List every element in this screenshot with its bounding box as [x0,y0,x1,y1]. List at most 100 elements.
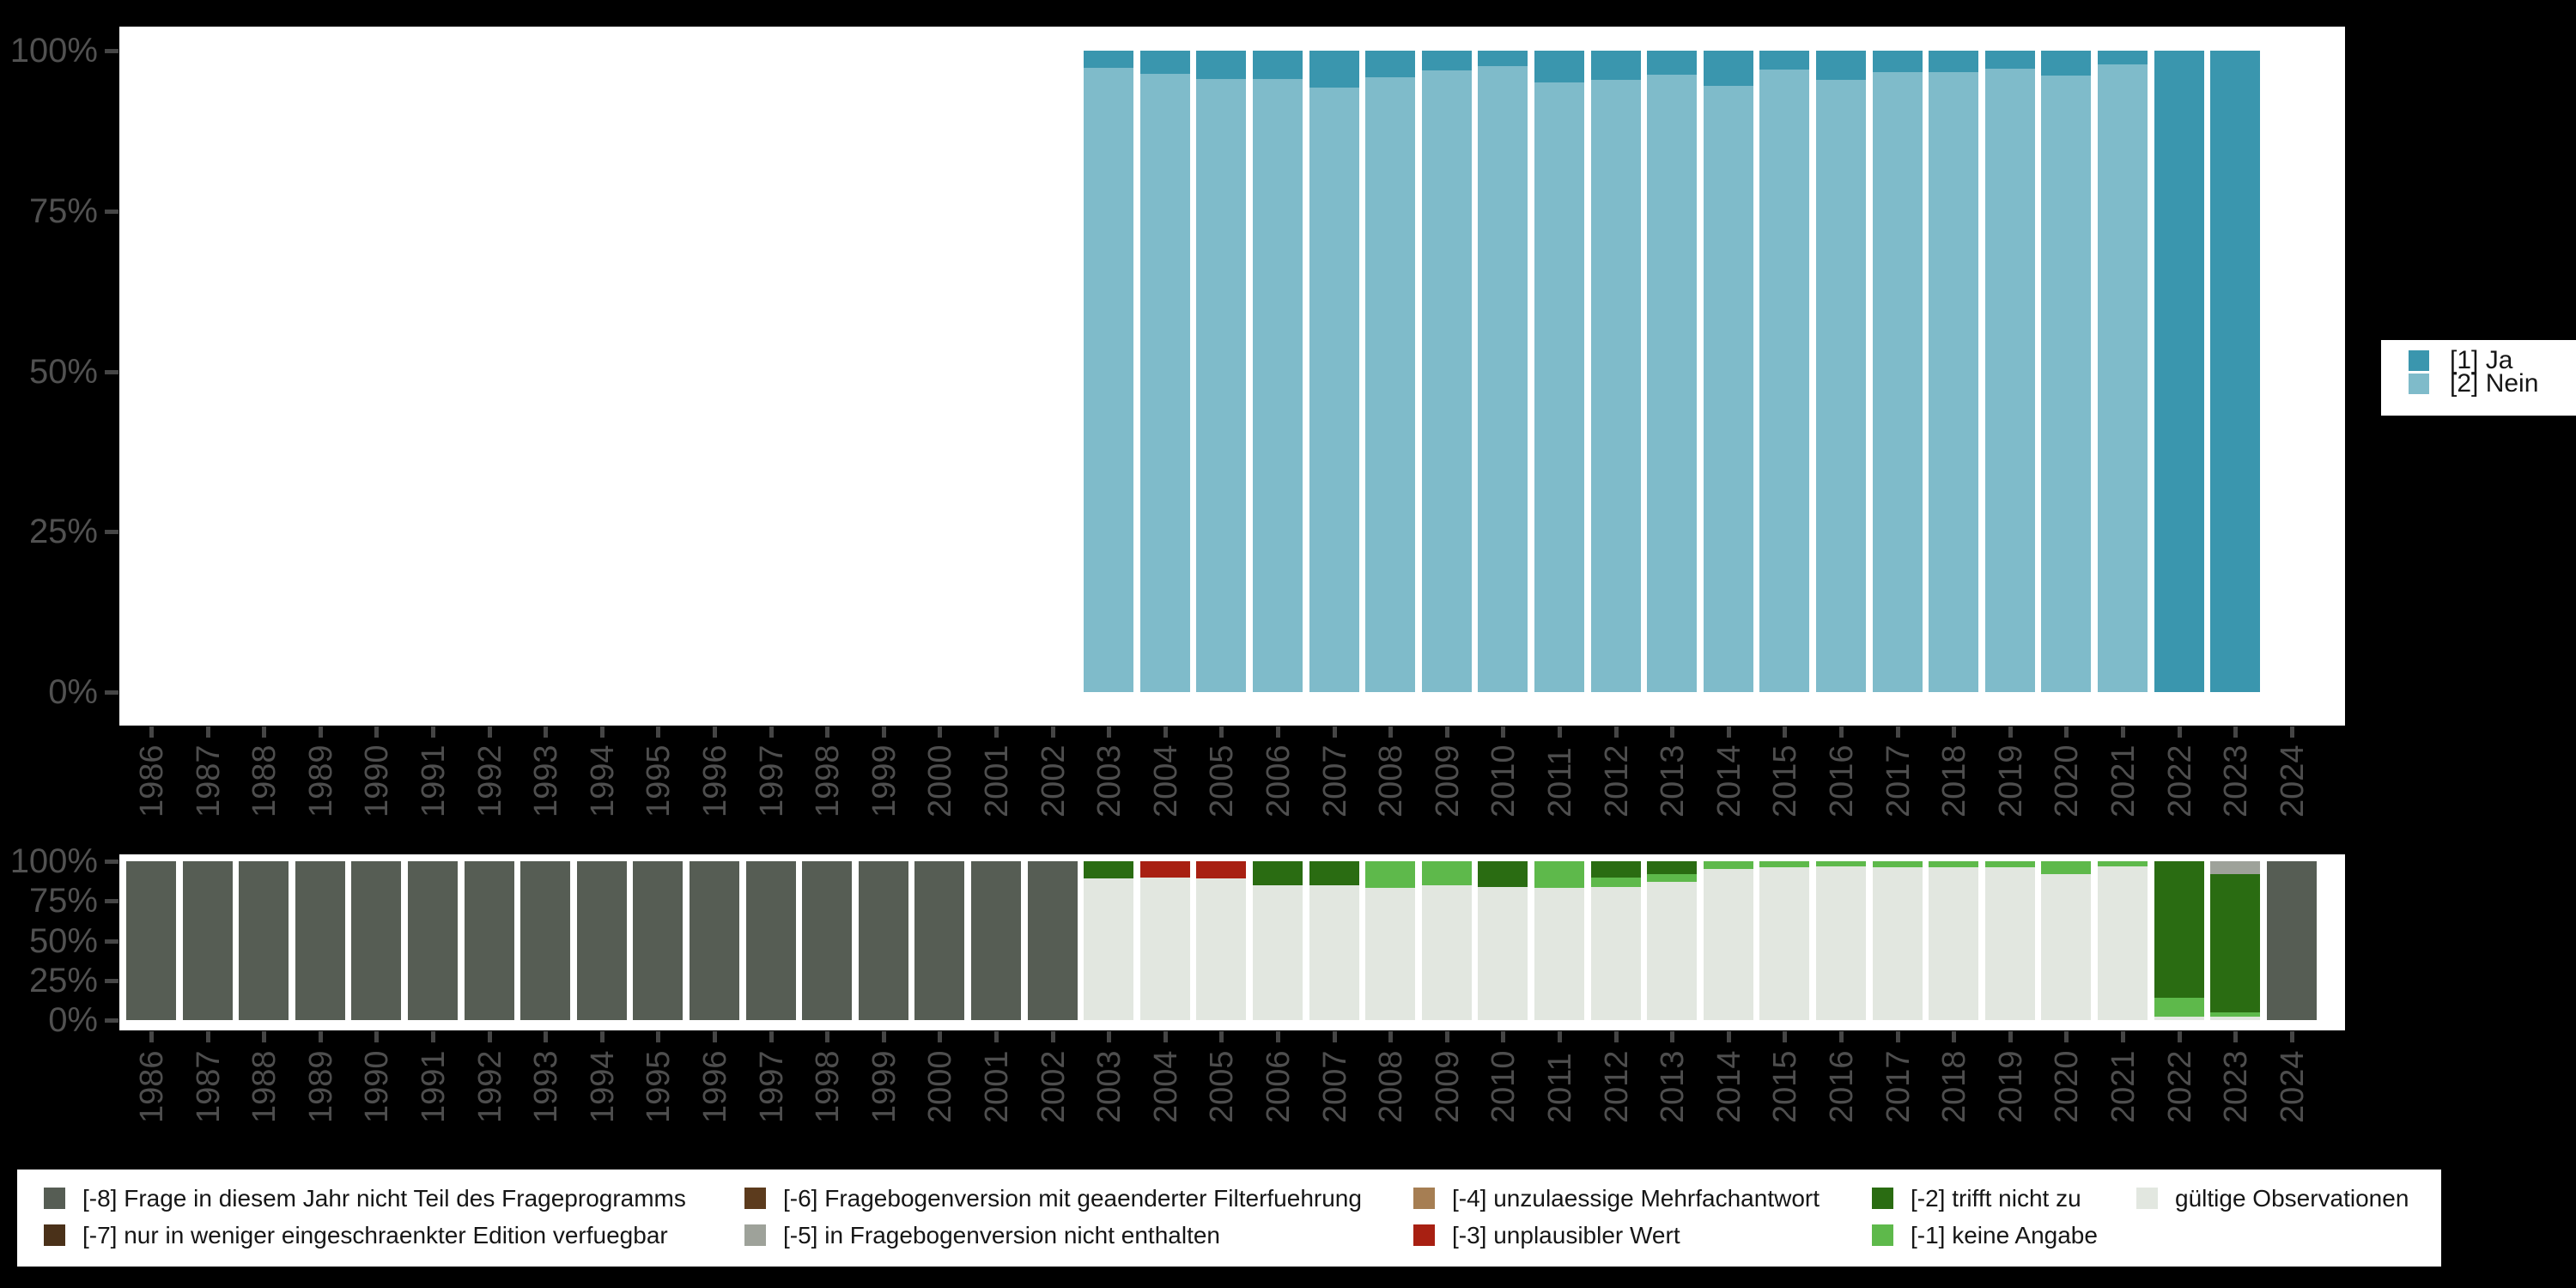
bar-segment [914,861,965,1020]
x-tick [881,726,886,738]
bar-2011 [1534,51,1584,692]
bar-2019 [1984,861,2035,1020]
bar-segment [2210,1017,2261,1020]
bar-2014 [1703,51,1753,692]
x-tick [2121,1031,2125,1042]
x-tick-label-2014: 2014 [1710,744,1747,817]
x-tick [374,726,380,738]
x-tick [1332,726,1337,738]
bar-2014 [1703,861,1753,1020]
legend-label: gültige Observationen [2175,1184,2409,1212]
y-tick-label: 50% [28,352,98,391]
bar-segment [1365,888,1416,1020]
x-tick-label-2019: 2019 [1992,744,2029,817]
bar-2013 [1647,51,1698,692]
x-tick-label-2003: 2003 [1091,1050,1128,1123]
top-legend: [1] Ja [2] Nein [2381,340,2576,416]
bar-segment [1365,51,1416,77]
legend-item: [-6] Fragebogenversion mit geaenderter F… [744,1185,1362,1212]
bar-segment [351,861,402,1020]
bar-1994 [576,861,627,1020]
bar-segment [1759,867,1810,1020]
bar-2007 [1309,861,1359,1020]
legend-item: [-1] keine Angabe [1872,1222,2098,1249]
x-tick-label-1987: 1987 [190,744,227,817]
x-tick [656,1031,661,1042]
x-tick-label-2019: 2019 [1992,1050,2029,1123]
x-tick-label-2008: 2008 [1373,1050,1410,1123]
x-tick [1558,726,1562,738]
x-tick [599,1031,605,1042]
x-tick [1163,1031,1168,1042]
bar-2017 [1872,51,1923,692]
bar-2019 [1984,51,2035,692]
bar-segment [1139,861,1190,878]
legend-label: [-5] in Fragebogenversion nicht enthalte… [783,1221,1220,1249]
x-tick-label-2007: 2007 [1316,744,1353,817]
x-tick-label-2016: 2016 [1824,744,1860,817]
y-tick-label: 100% [9,32,98,70]
bar-2006 [1253,861,1303,1020]
x-tick-label-1988: 1988 [246,1050,283,1123]
bar-segment [1872,861,1923,868]
bar-2012 [1590,51,1641,692]
bar-1993 [520,861,571,1020]
x-tick [1388,1031,1394,1042]
bar-2009 [1421,51,1472,692]
x-tick-label-1986: 1986 [134,744,170,817]
x-tick [205,726,210,738]
legend-swatch [1872,1224,1893,1246]
x-tick-label-2017: 2017 [1880,1050,1917,1123]
y-tick [105,939,118,944]
bar-segment [1478,51,1528,66]
bar-2003 [1084,51,1134,692]
bar-segment [1084,68,1134,692]
x-tick-label-1996: 1996 [697,744,733,817]
legend-item: [2] Nein [2409,369,2538,398]
x-tick-label-1991: 1991 [416,1050,452,1123]
bar-segment [1816,861,1866,866]
x-tick-label-2016: 2016 [1824,1050,1860,1123]
y-tick [105,860,118,864]
bar-segment [1534,888,1584,1020]
bar-segment [1421,884,1472,1020]
bar-segment [1759,51,1810,70]
bar-segment [1703,51,1753,87]
x-tick-label-1995: 1995 [641,744,677,817]
x-tick [881,1031,886,1042]
bar-segment [2266,861,2317,1020]
x-tick [1895,1031,1900,1042]
bar-segment [2154,998,2204,1018]
x-tick [374,1031,380,1042]
x-tick [2064,1031,2069,1042]
bar-segment [1703,869,1753,1020]
x-tick [262,726,267,738]
x-tick-label-2004: 2004 [1147,1050,1184,1123]
bar-1998 [802,861,853,1020]
y-tick [105,49,118,53]
bar-segment [1647,882,1698,1020]
bar-segment [1196,878,1247,1020]
x-tick-label-2015: 2015 [1767,744,1804,817]
bar-segment [2098,866,2148,1020]
x-tick-label-2015: 2015 [1767,1050,1804,1123]
bar-segment [1590,886,1641,1020]
x-tick-label-1988: 1988 [246,744,283,817]
bar-2007 [1309,51,1359,692]
bar-2020 [2041,861,2092,1020]
bar-segment [2098,51,2148,65]
bar-segment [1929,861,1979,868]
bottom-legend: [-8] Frage in diesem Jahr nicht Teil des… [17,1170,2441,1267]
x-tick-label-2022: 2022 [2161,744,2198,817]
x-tick-label-2018: 2018 [1936,744,1973,817]
x-tick [1670,726,1675,738]
bar-1991 [408,861,458,1020]
x-tick [1501,1031,1506,1042]
bar-2016 [1816,51,1866,692]
bar-segment [2210,1012,2261,1018]
bar-segment [1872,867,1923,1020]
bar-2012 [1590,861,1641,1020]
x-tick-label-2024: 2024 [2274,1050,2311,1123]
bar-2021 [2098,861,2148,1020]
bar-segment [1929,72,1979,692]
